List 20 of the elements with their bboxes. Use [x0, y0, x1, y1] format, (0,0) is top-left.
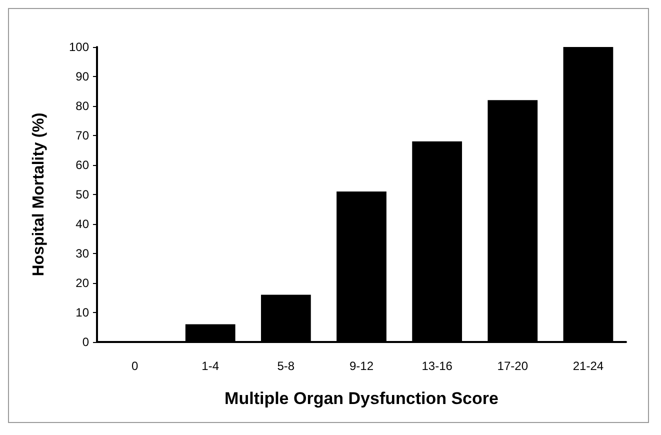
- y-axis-title: Hospital Mortality (%): [30, 112, 48, 276]
- y-tick-label: 90: [76, 70, 90, 84]
- y-tick-label: 40: [76, 217, 90, 231]
- x-tick-label: 13-16: [422, 359, 453, 373]
- x-tick-label: 1-4: [202, 359, 220, 373]
- y-tick-label: 80: [76, 99, 90, 113]
- x-tick-label: 5-8: [277, 359, 295, 373]
- x-axis-title: Multiple Organ Dysfunction Score: [224, 389, 498, 408]
- y-tick-label: 30: [76, 246, 90, 260]
- x-tick-label: 21-24: [572, 359, 604, 373]
- y-tick-label: 100: [68, 40, 90, 54]
- y-tick-label: 60: [76, 158, 90, 172]
- x-tick-label: 9-12: [349, 359, 374, 373]
- y-tick-label: 50: [76, 188, 90, 202]
- x-tick-label: 0: [131, 359, 138, 373]
- x-tick-label: 17-20: [497, 359, 528, 373]
- y-tick-label: 20: [76, 276, 90, 290]
- y-tick-label: 10: [76, 306, 90, 320]
- y-tick-label: 0: [82, 335, 90, 349]
- y-tick-label: 70: [76, 128, 90, 142]
